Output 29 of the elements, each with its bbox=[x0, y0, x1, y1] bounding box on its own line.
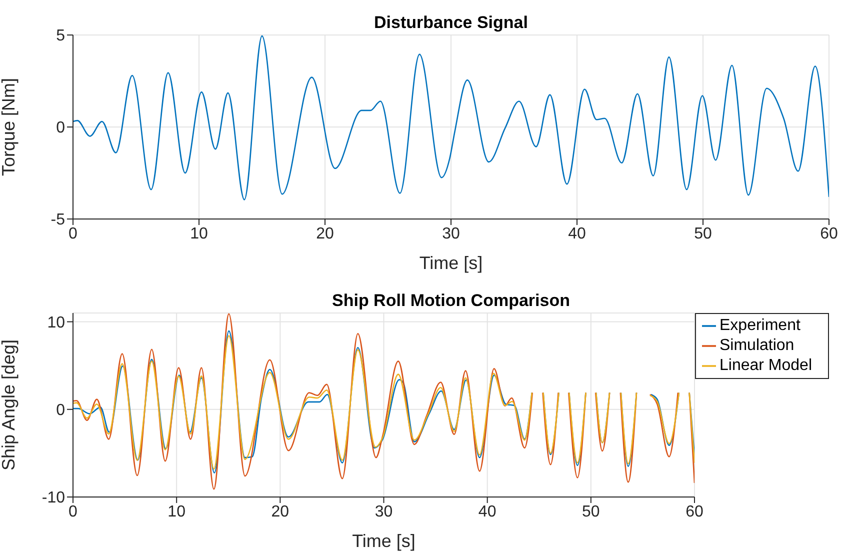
y-axis-title: Ship Angle [deg] bbox=[0, 339, 18, 471]
x-tick-label: 0 bbox=[68, 225, 78, 242]
x-tick-label: 60 bbox=[820, 225, 838, 242]
x-tick-label: 40 bbox=[568, 225, 586, 242]
x-tick-label: 30 bbox=[442, 225, 460, 242]
y-tick-label: 5 bbox=[56, 28, 66, 45]
x-tick-label: 40 bbox=[478, 503, 496, 520]
x-tick-label: 20 bbox=[271, 503, 290, 520]
y-tick-label: 10 bbox=[47, 314, 66, 332]
x-tick-label: 50 bbox=[694, 225, 712, 242]
y-tick-label: -10 bbox=[42, 490, 66, 507]
y-axis-title: Torque [Nm] bbox=[0, 78, 18, 176]
legend-label: Simulation bbox=[720, 337, 794, 354]
x-tick-label: 50 bbox=[582, 503, 600, 520]
legend-label: Linear Model bbox=[720, 357, 812, 374]
y-tick-label: -5 bbox=[50, 212, 66, 229]
x-tick-label: 10 bbox=[168, 503, 186, 520]
x-axis-title: Time [s] bbox=[352, 531, 416, 551]
x-tick-label: 20 bbox=[316, 225, 334, 242]
legend-label: Experiment bbox=[720, 317, 800, 334]
y-tick-label: 0 bbox=[56, 402, 66, 420]
y-tick-label: 0 bbox=[56, 120, 66, 137]
x-tick-label: 10 bbox=[190, 225, 208, 242]
x-tick-label: 60 bbox=[686, 503, 704, 520]
chart-title: Ship Roll Motion Comparison bbox=[331, 291, 571, 311]
x-tick-label: 0 bbox=[68, 503, 78, 520]
x-axis-title: Time [s] bbox=[419, 253, 483, 273]
x-tick-label: 30 bbox=[374, 503, 393, 520]
chart-title: Disturbance Signal bbox=[373, 13, 529, 33]
